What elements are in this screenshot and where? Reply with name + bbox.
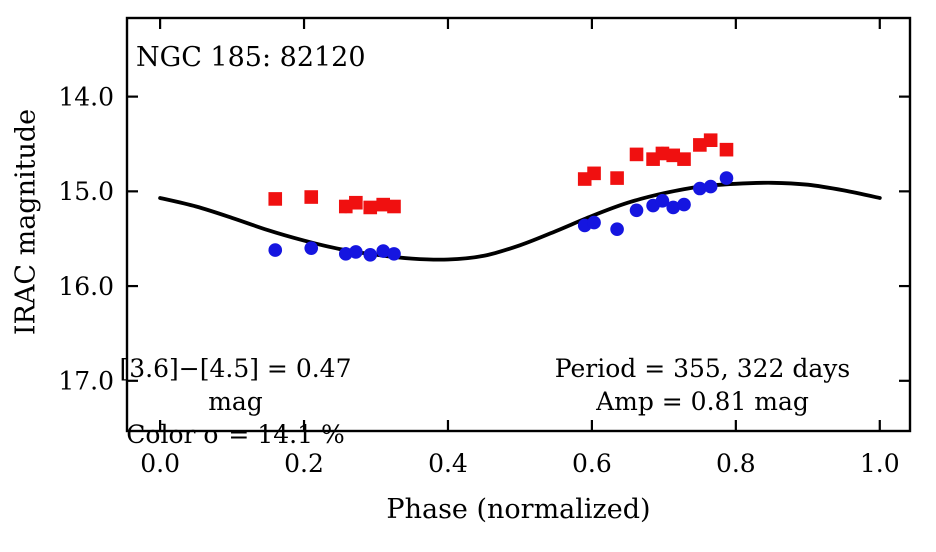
axes-box [125, 16, 912, 433]
color-diff-annotation: [3.6]−[4.5] = 0.47 mag [119, 354, 352, 416]
data-point-square [666, 148, 681, 163]
data-point-circle [677, 197, 691, 212]
data-point-circle [666, 200, 681, 215]
data-point-square [376, 197, 391, 212]
data-point-circle [349, 245, 363, 259]
data-point-circle [655, 194, 670, 208]
x-tick-label: 0.4 [428, 449, 468, 478]
series-blue-circles [268, 171, 734, 262]
data-point-circle [703, 179, 718, 194]
y-tick-label: 17.0 [58, 367, 114, 396]
x-axis-label: Phase (normalized) [386, 494, 651, 525]
data-point-circle [304, 241, 319, 255]
data-point-square [363, 200, 378, 215]
x-tick-label: 0.8 [716, 449, 756, 478]
data-point-circle [338, 247, 353, 261]
x-tick-label: 0.0 [140, 449, 180, 478]
data-point-square [304, 190, 319, 204]
data-point-square [703, 133, 718, 147]
y-tick-label: 15.0 [58, 177, 114, 206]
model-light-curve [158, 180, 882, 262]
y-tick-label: 16.0 [58, 272, 114, 301]
data-point-square [693, 138, 707, 152]
left-annotation-block: [3.6]−[4.5] = 0.47 mag Color σ = 14.1 % [118, 352, 353, 451]
data-point-circle [629, 203, 644, 218]
data-point-circle [587, 215, 601, 230]
data-point-circle [719, 171, 734, 185]
data-point-circle [387, 247, 401, 261]
data-point-square [387, 199, 401, 214]
data-point-square [677, 152, 691, 166]
y-tick-label: 14.0 [58, 82, 114, 111]
data-point-square [629, 147, 644, 162]
data-point-square [349, 195, 363, 210]
data-point-circle [363, 248, 378, 262]
color-sigma-annotation: Color σ = 14.1 % [126, 420, 345, 449]
data-point-circle [376, 244, 391, 258]
data-point-circle [610, 222, 624, 237]
data-point-square [610, 171, 624, 185]
data-point-square [655, 146, 670, 161]
x-tick-label: 1.0 [860, 449, 900, 478]
right-annotation-block: Period = 355, 322 days Amp = 0.81 mag [545, 352, 860, 418]
data-point-square [268, 192, 283, 206]
data-point-square [587, 166, 601, 181]
y-axis-label: IRAC magnitude [10, 108, 42, 336]
data-point-square [719, 142, 734, 157]
amplitude-annotation: Amp = 0.81 mag [596, 387, 809, 416]
x-tick-label: 0.2 [284, 449, 324, 478]
data-point-circle [693, 181, 707, 196]
data-point-circle [268, 243, 283, 257]
period-annotation: Period = 355, 322 days [554, 354, 851, 383]
series-red-squares [268, 133, 734, 215]
plot-title-annotation: NGC 185: 82120 [136, 42, 366, 73]
x-tick-label: 0.6 [572, 449, 612, 478]
